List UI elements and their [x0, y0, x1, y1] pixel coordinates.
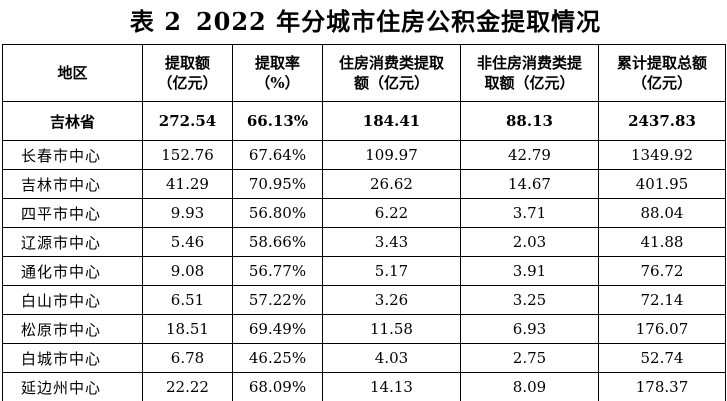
cell-amount: 9.08 — [143, 257, 233, 286]
cell-cumulative: 176.07 — [599, 315, 726, 344]
cell-region: 吉林市中心 — [3, 170, 143, 199]
cell-non-housing: 2.03 — [461, 228, 599, 257]
cell-amount: 41.29 — [143, 170, 233, 199]
cell-cumulative: 2437.83 — [599, 102, 726, 141]
cell-housing: 5.17 — [323, 257, 461, 286]
cell-amount: 152.76 — [143, 141, 233, 170]
cell-housing: 14.13 — [323, 373, 461, 401]
cell-non-housing: 8.09 — [461, 373, 599, 401]
header-housing: 住房消费类提取额（亿元） — [323, 45, 461, 102]
cell-rate: 68.09% — [233, 373, 323, 401]
header-amount: 提取额（亿元） — [143, 45, 233, 102]
cell-rate: 56.77% — [233, 257, 323, 286]
cell-region: 松原市中心 — [3, 315, 143, 344]
header-rate: 提取率（%） — [233, 45, 323, 102]
table-title: 表 2 2022 年分城市住房公积金提取情况 — [0, 2, 727, 42]
header-region: 地区 — [3, 45, 143, 102]
cell-region: 通化市中心 — [3, 257, 143, 286]
cell-non-housing: 14.67 — [461, 170, 599, 199]
total-row: 吉林省 272.54 66.13% 184.41 88.13 2437.83 — [3, 102, 726, 141]
header-row: 地区 提取额（亿元） 提取率（%） 住房消费类提取额（亿元） 非住房消费类提取额… — [3, 45, 726, 102]
cell-cumulative: 72.14 — [599, 286, 726, 315]
cell-housing: 11.58 — [323, 315, 461, 344]
cell-housing: 3.43 — [323, 228, 461, 257]
header-non-housing: 非住房消费类提取额（亿元） — [461, 45, 599, 102]
withdrawal-table: 地区 提取额（亿元） 提取率（%） 住房消费类提取额（亿元） 非住房消费类提取额… — [2, 44, 726, 401]
cell-rate: 70.95% — [233, 170, 323, 199]
cell-amount: 22.22 — [143, 373, 233, 401]
cell-cumulative: 1349.92 — [599, 141, 726, 170]
cell-rate: 69.49% — [233, 315, 323, 344]
cell-region: 长春市中心 — [3, 141, 143, 170]
cell-housing: 4.03 — [323, 344, 461, 373]
cell-housing: 3.26 — [323, 286, 461, 315]
cell-non-housing: 3.71 — [461, 199, 599, 228]
cell-amount: 9.93 — [143, 199, 233, 228]
cell-rate: 67.64% — [233, 141, 323, 170]
cell-cumulative: 178.37 — [599, 373, 726, 401]
cell-non-housing: 2.75 — [461, 344, 599, 373]
table-title-text: 2022 年分城市住房公积金提取情况 — [196, 7, 601, 36]
cell-rate: 58.66% — [233, 228, 323, 257]
cell-region: 白城市中心 — [3, 344, 143, 373]
cell-cumulative: 88.04 — [599, 199, 726, 228]
cell-region: 吉林省 — [3, 102, 143, 141]
cell-cumulative: 401.95 — [599, 170, 726, 199]
cell-housing: 6.22 — [323, 199, 461, 228]
cell-amount: 272.54 — [143, 102, 233, 141]
cell-housing: 26.62 — [323, 170, 461, 199]
cell-housing: 109.97 — [323, 141, 461, 170]
cell-non-housing: 3.25 — [461, 286, 599, 315]
cell-amount: 6.51 — [143, 286, 233, 315]
cell-cumulative: 41.88 — [599, 228, 726, 257]
cell-rate: 66.13% — [233, 102, 323, 141]
cell-amount: 5.46 — [143, 228, 233, 257]
cell-housing: 184.41 — [323, 102, 461, 141]
cell-cumulative: 52.74 — [599, 344, 726, 373]
cell-rate: 56.80% — [233, 199, 323, 228]
cell-non-housing: 6.93 — [461, 315, 599, 344]
cell-non-housing: 88.13 — [461, 102, 599, 141]
cell-non-housing: 42.79 — [461, 141, 599, 170]
cell-rate: 57.22% — [233, 286, 323, 315]
cell-region: 延边州中心 — [3, 373, 143, 401]
cell-region: 辽源市中心 — [3, 228, 143, 257]
cell-non-housing: 3.91 — [461, 257, 599, 286]
cell-region: 白山市中心 — [3, 286, 143, 315]
cell-region: 四平市中心 — [3, 199, 143, 228]
header-cumulative: 累计提取总额（亿元） — [599, 45, 726, 102]
cell-amount: 18.51 — [143, 315, 233, 344]
cell-rate: 46.25% — [233, 344, 323, 373]
cell-cumulative: 76.72 — [599, 257, 726, 286]
table-number: 表 2 — [130, 7, 182, 36]
cell-amount: 6.78 — [143, 344, 233, 373]
